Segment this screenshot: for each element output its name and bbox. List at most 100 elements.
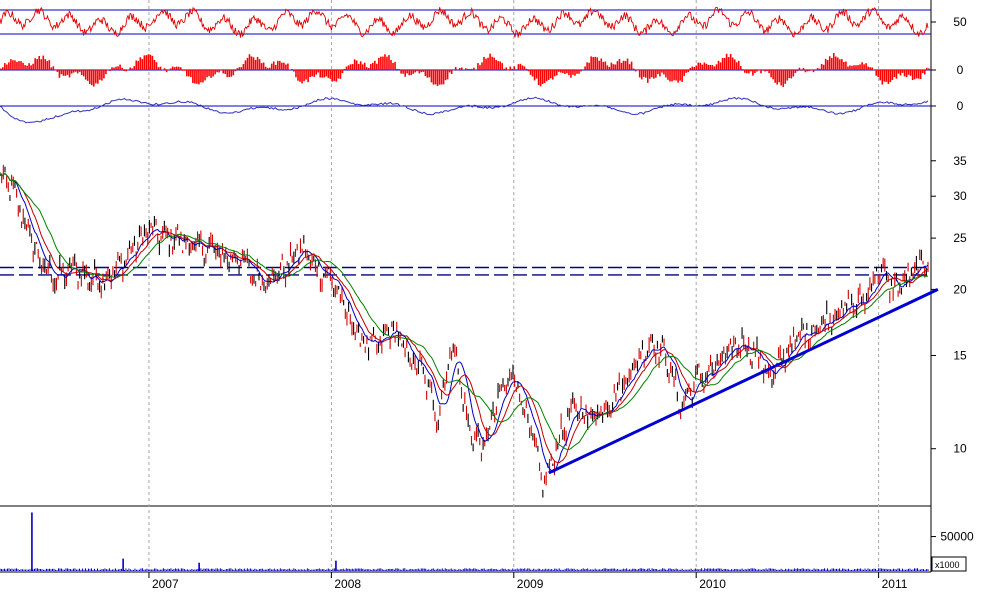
oscillator-2-bar (115, 67, 117, 70)
oscillator-2-bar (770, 70, 772, 77)
oscillator-2-bar (360, 61, 362, 70)
price-tick-label: 20 (953, 282, 967, 296)
oscillator-2-bar (293, 70, 295, 72)
oscillator-2-bar (251, 56, 253, 70)
oscillator-2-bar (445, 70, 447, 80)
oscillator-2-bar (922, 70, 924, 73)
oscillator-2-bar (516, 69, 518, 70)
oscillator-2-bar (101, 70, 103, 81)
oscillator-2-bar (119, 65, 121, 70)
frame: x1000 (0, 0, 966, 572)
oscillator-2-bar (520, 64, 522, 70)
oscillator-2-bar (392, 63, 394, 70)
oscillator-2-bar (204, 70, 206, 80)
oscillator-2-bar (16, 62, 18, 70)
oscillator-2-bar (103, 70, 105, 78)
oscillator-2-bar (459, 68, 461, 70)
oscillator-2-bar (809, 70, 811, 71)
oscillator-2-bar (722, 58, 724, 70)
oscillator-2-bar (253, 57, 255, 70)
oscillator-2-bar (210, 70, 212, 78)
oscillator-2-bar (404, 70, 406, 77)
oscillator-2-bar (8, 62, 10, 70)
oscillator-2-bar (542, 70, 544, 84)
oscillator-2-bar (429, 70, 431, 77)
oscillator-2-bar (540, 70, 542, 86)
oscillator-2-bar (174, 67, 176, 70)
oscillator-2-bar (916, 70, 918, 78)
oscillator-2-bar (613, 64, 615, 70)
oscillator-2-bar (267, 68, 269, 70)
oscillator-2-bar (833, 53, 835, 70)
oscillator-2-bar (265, 67, 267, 70)
oscillator-2-bar (200, 70, 202, 82)
oscillator-2-bar (32, 64, 34, 70)
oscillator-2-bar (928, 68, 930, 70)
volume-tick-label: 50000 (940, 530, 974, 544)
price-tick-label: 25 (953, 231, 967, 245)
oscillator-2-bar (912, 70, 914, 80)
oscillator-2-bar (780, 70, 782, 85)
price-tick-label: 15 (953, 349, 967, 363)
oscillator-2-bar (548, 70, 550, 80)
oscillator-2-bar (572, 70, 574, 75)
oscillator-2-bar (924, 70, 926, 74)
oscillator-2-bar (328, 70, 330, 78)
oscillator-2-bar (376, 64, 378, 70)
oscillator-2-bar (158, 67, 160, 70)
oscillator-2-bar (748, 70, 750, 73)
oscillator-2-bar (621, 63, 623, 70)
oscillator-2-bar (243, 64, 245, 70)
oscillator-2-bar (689, 68, 691, 70)
x-tick-label: 2009 (517, 577, 544, 591)
oscillator-2-bar (881, 70, 883, 85)
oscillator-3-line (0, 97, 928, 123)
oscillator-2-bar (679, 70, 681, 81)
oscillator-2-bar (105, 70, 107, 74)
oscillator-2-bar (22, 63, 24, 70)
oscillator-2-bar (497, 61, 499, 70)
oscillator-2-bar (309, 70, 311, 77)
oscillator-2-bar (708, 65, 710, 70)
x-tick-label: 2007 (152, 577, 179, 591)
oscillator-2-bar (633, 68, 635, 70)
oscillator-2-bar (55, 70, 57, 71)
oscillator-2-bar (386, 57, 388, 70)
oscillator-2-bar (813, 70, 815, 72)
oscillator-2-bar (698, 63, 700, 70)
oscillator-2-bar (560, 70, 562, 73)
oscillator-2-bar (827, 60, 829, 70)
oscillator-2-bar (641, 70, 643, 79)
oscillator-2-bar (904, 70, 906, 76)
oscillator-2-bar (609, 67, 611, 70)
oscillator-2-bar (776, 70, 778, 85)
oscillator-2-bar (841, 59, 843, 70)
oscillator-2-bar (865, 63, 867, 70)
oscillator-2-bar (352, 64, 354, 70)
oscillator-2-bar (825, 59, 827, 70)
oscillator-2-bar (815, 69, 817, 70)
oscillator-2-bar (663, 70, 665, 74)
oscillator-2-bar (414, 70, 416, 72)
oscillator-2-bar (336, 70, 338, 82)
oscillator-2-bar (853, 65, 855, 70)
oscillator-2-bar (89, 70, 91, 84)
oscillator-2-bar (835, 57, 837, 70)
oscillator-2-bar (594, 57, 596, 70)
oscillator-2-bar (477, 63, 479, 70)
oscillator-2-bar (738, 61, 740, 70)
oscillator-2-bar (313, 70, 315, 77)
oscillator-2-bar (700, 63, 702, 70)
support-trendline (549, 289, 938, 473)
oscillator-2-bar (410, 70, 412, 75)
oscillator-2-bar (237, 68, 239, 70)
oscillator-2-bar (625, 61, 627, 70)
oscillator-2-bar (402, 70, 404, 74)
oscillator-2-bar (235, 70, 237, 71)
oscillator-2-bar (47, 61, 49, 70)
oscillator-2-bar (746, 70, 748, 73)
oscillator-2-bar (214, 70, 216, 74)
oscillator-2-bar (588, 63, 590, 70)
